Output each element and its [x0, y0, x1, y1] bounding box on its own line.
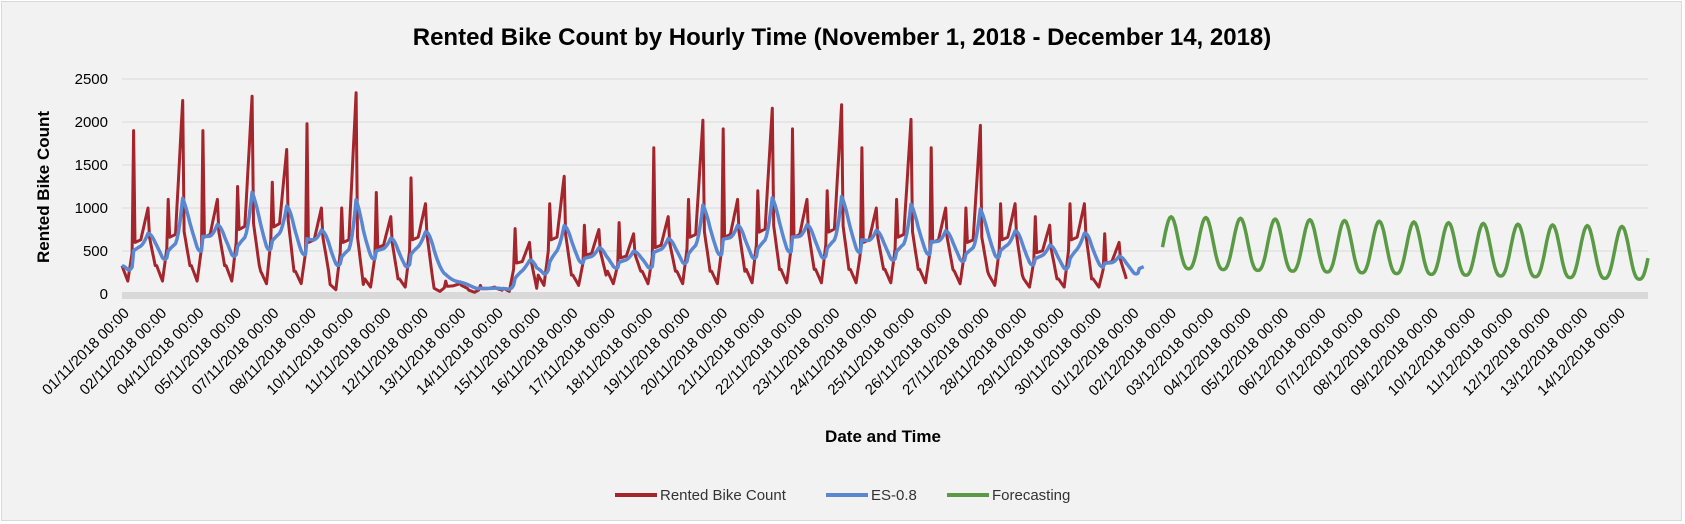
chart-title: Rented Bike Count by Hourly Time (Novemb…: [413, 24, 1272, 51]
y-tick-label: 1000: [75, 200, 108, 217]
series-line-rented-bike-count: [120, 91, 1128, 294]
legend: Rented Bike Count ES-0.8 Forecasting: [615, 487, 1070, 504]
legend-label: Forecasting: [992, 487, 1070, 504]
series-lines: [120, 91, 1650, 294]
legend-label: ES-0.8: [871, 487, 917, 504]
y-tick-label: 1500: [75, 157, 108, 174]
y-tick-label: 2000: [75, 114, 108, 131]
x-axis-band: [122, 292, 1648, 299]
y-tick-label: 0: [100, 286, 108, 303]
y-tick-label: 2500: [75, 71, 108, 88]
legend-label: Rented Bike Count: [660, 487, 787, 504]
x-axis-title: Date and Time: [825, 427, 941, 446]
y-axis-ticks: 0 500 1000 1500 2000 2500: [75, 71, 108, 303]
y-axis-title: Rented Bike Count: [34, 111, 53, 263]
series-line-es-0-8: [121, 190, 1145, 292]
series-line-forecasting: [1160, 215, 1650, 281]
y-tick-label: 500: [83, 243, 108, 260]
